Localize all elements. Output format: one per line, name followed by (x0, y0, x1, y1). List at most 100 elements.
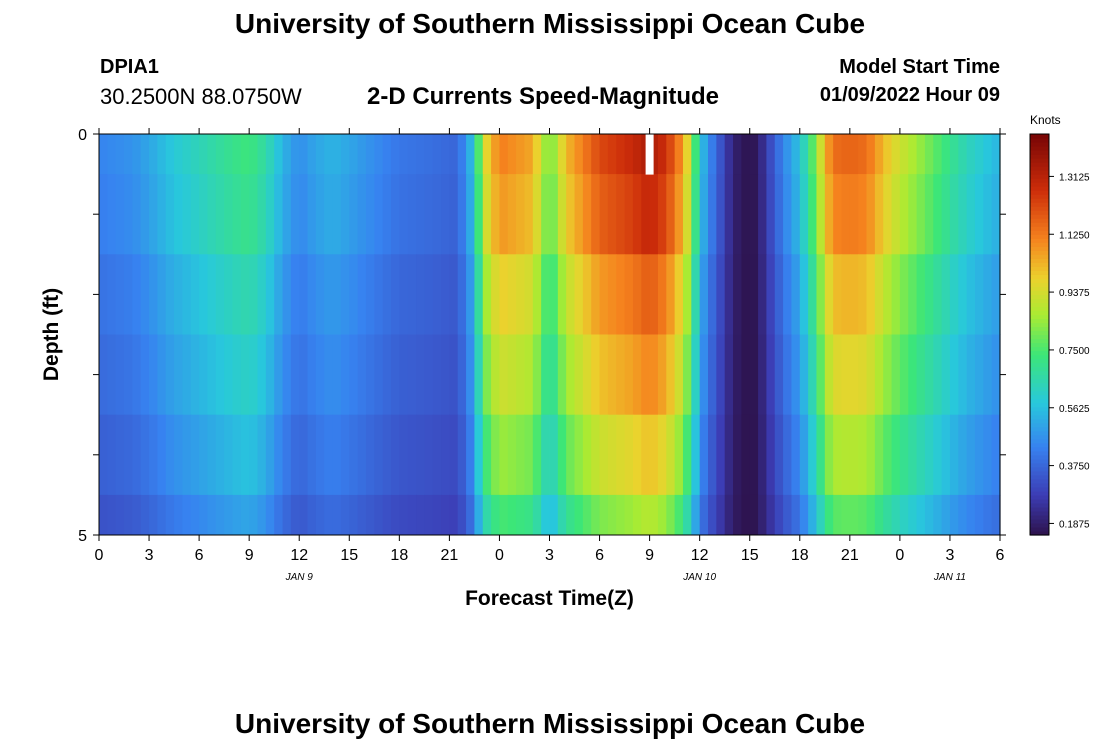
heatmap-cell (482, 174, 492, 255)
heatmap-cell (349, 494, 359, 536)
heatmap-cell (799, 414, 809, 496)
colorbar-segment (1030, 314, 1049, 320)
heatmap-cell (991, 134, 1001, 175)
colorbar-segment (1030, 302, 1049, 308)
x-tick-label: 18 (791, 547, 809, 564)
heatmap-cell (474, 334, 484, 416)
colorbar-segment (1030, 182, 1049, 187)
heatmap-cell (758, 414, 767, 496)
heatmap-cell (824, 134, 834, 175)
heatmap-cell (157, 134, 167, 175)
heatmap-cell (716, 174, 726, 255)
heatmap-cell (357, 134, 367, 175)
heatmap-cell (265, 174, 275, 255)
heatmap-cell (699, 334, 709, 416)
heatmap-cell (224, 414, 234, 496)
heatmap-cell (816, 334, 826, 416)
colorbar-tick-label: 0.9375 (1059, 288, 1090, 299)
heatmap-cell (682, 334, 692, 416)
colorbar-segment (1030, 290, 1049, 295)
heatmap-cell (240, 494, 250, 536)
heatmap-cell (449, 334, 459, 416)
colorbar-segment (1030, 318, 1049, 324)
heatmap-cell (207, 254, 217, 335)
heatmap-cell (332, 494, 342, 536)
heatmap-cell (315, 174, 325, 255)
heatmap-cell (382, 254, 392, 335)
heatmap-cell (899, 174, 909, 255)
heatmap-cell (532, 414, 542, 496)
heatmap-cell (174, 134, 184, 175)
heatmap-cell (841, 134, 851, 175)
heatmap-cell (174, 414, 184, 496)
heatmap-cell (124, 414, 133, 496)
heatmap-cell (424, 334, 434, 416)
heatmap-cell (516, 494, 526, 536)
heatmap-cell (557, 414, 567, 496)
heatmap-cell (766, 414, 776, 496)
heatmap-cell (699, 414, 709, 496)
heatmap-cell (858, 414, 868, 496)
heatmap-cell (724, 134, 734, 175)
colorbar-segment (1030, 482, 1049, 488)
heatmap-cell (232, 334, 242, 416)
heatmap-cell (307, 254, 317, 335)
x-tick-label: 15 (340, 547, 358, 564)
heatmap-cell (249, 414, 259, 496)
heatmap-cell (616, 134, 626, 175)
colorbar-segment (1030, 278, 1049, 283)
colorbar-segment (1030, 462, 1049, 468)
heatmap-cell (424, 414, 434, 496)
heatmap-cell (157, 174, 167, 255)
heatmap-cell (716, 414, 726, 496)
heatmap-cell (741, 334, 751, 416)
heatmap-cell (574, 334, 584, 416)
heatmap-cell (224, 174, 234, 255)
heatmap-cell (507, 254, 517, 335)
colorbar-segment (1030, 406, 1049, 412)
heatmap-cell (524, 494, 534, 536)
colorbar-tick-label: 0.3750 (1059, 462, 1090, 473)
heatmap-cell (983, 254, 993, 335)
heatmap-cell (232, 254, 242, 335)
heatmap-cell (866, 134, 876, 175)
heatmap-cell (991, 174, 1001, 255)
heatmap-cell (149, 254, 158, 335)
heatmap-cell (899, 334, 909, 416)
colorbar: 1.3125 1.1250 0.9375 0.7500 0.5625 0.3750 0.18… (1029, 133, 1090, 536)
heatmap-cell (474, 254, 484, 335)
x-tick-label: 9 (645, 547, 654, 564)
heatmap-cell (541, 334, 551, 416)
heatmap-cell (390, 334, 400, 416)
heatmap-cell (557, 134, 567, 175)
heatmap-cell (140, 334, 150, 416)
heatmap-cell (849, 254, 859, 335)
heatmap-cell (958, 334, 968, 416)
heatmap-cell (516, 134, 526, 175)
heatmap-cell (974, 494, 984, 536)
heatmap-cell (891, 494, 901, 536)
heatmap-cell (457, 254, 467, 335)
heatmap-cell (541, 134, 551, 175)
heatmap-cell (616, 414, 626, 496)
colorbar-segment (1030, 298, 1049, 304)
heatmap-cell (240, 334, 250, 416)
heatmap-cell (299, 334, 309, 416)
heatmap-cell (240, 254, 250, 335)
heatmap-cell (599, 334, 609, 416)
colorbar-segment (1030, 526, 1049, 532)
heatmap-cell (741, 414, 751, 496)
heatmap-cell (974, 334, 984, 416)
heatmap-cell (215, 134, 225, 175)
heatmap-cell (232, 414, 242, 496)
heatmap-cell (390, 174, 400, 255)
heatmap-cell (566, 254, 576, 335)
heatmap-cell (357, 494, 367, 536)
heatmap-cell (883, 134, 893, 175)
heatmap-cell (190, 134, 200, 175)
x-axis-label: Forecast Time(Z) (465, 587, 634, 610)
heatmap-cell (307, 414, 317, 496)
heatmap-cell (874, 134, 884, 175)
heatmap-cell (924, 134, 934, 175)
heatmap-cell (299, 174, 309, 255)
